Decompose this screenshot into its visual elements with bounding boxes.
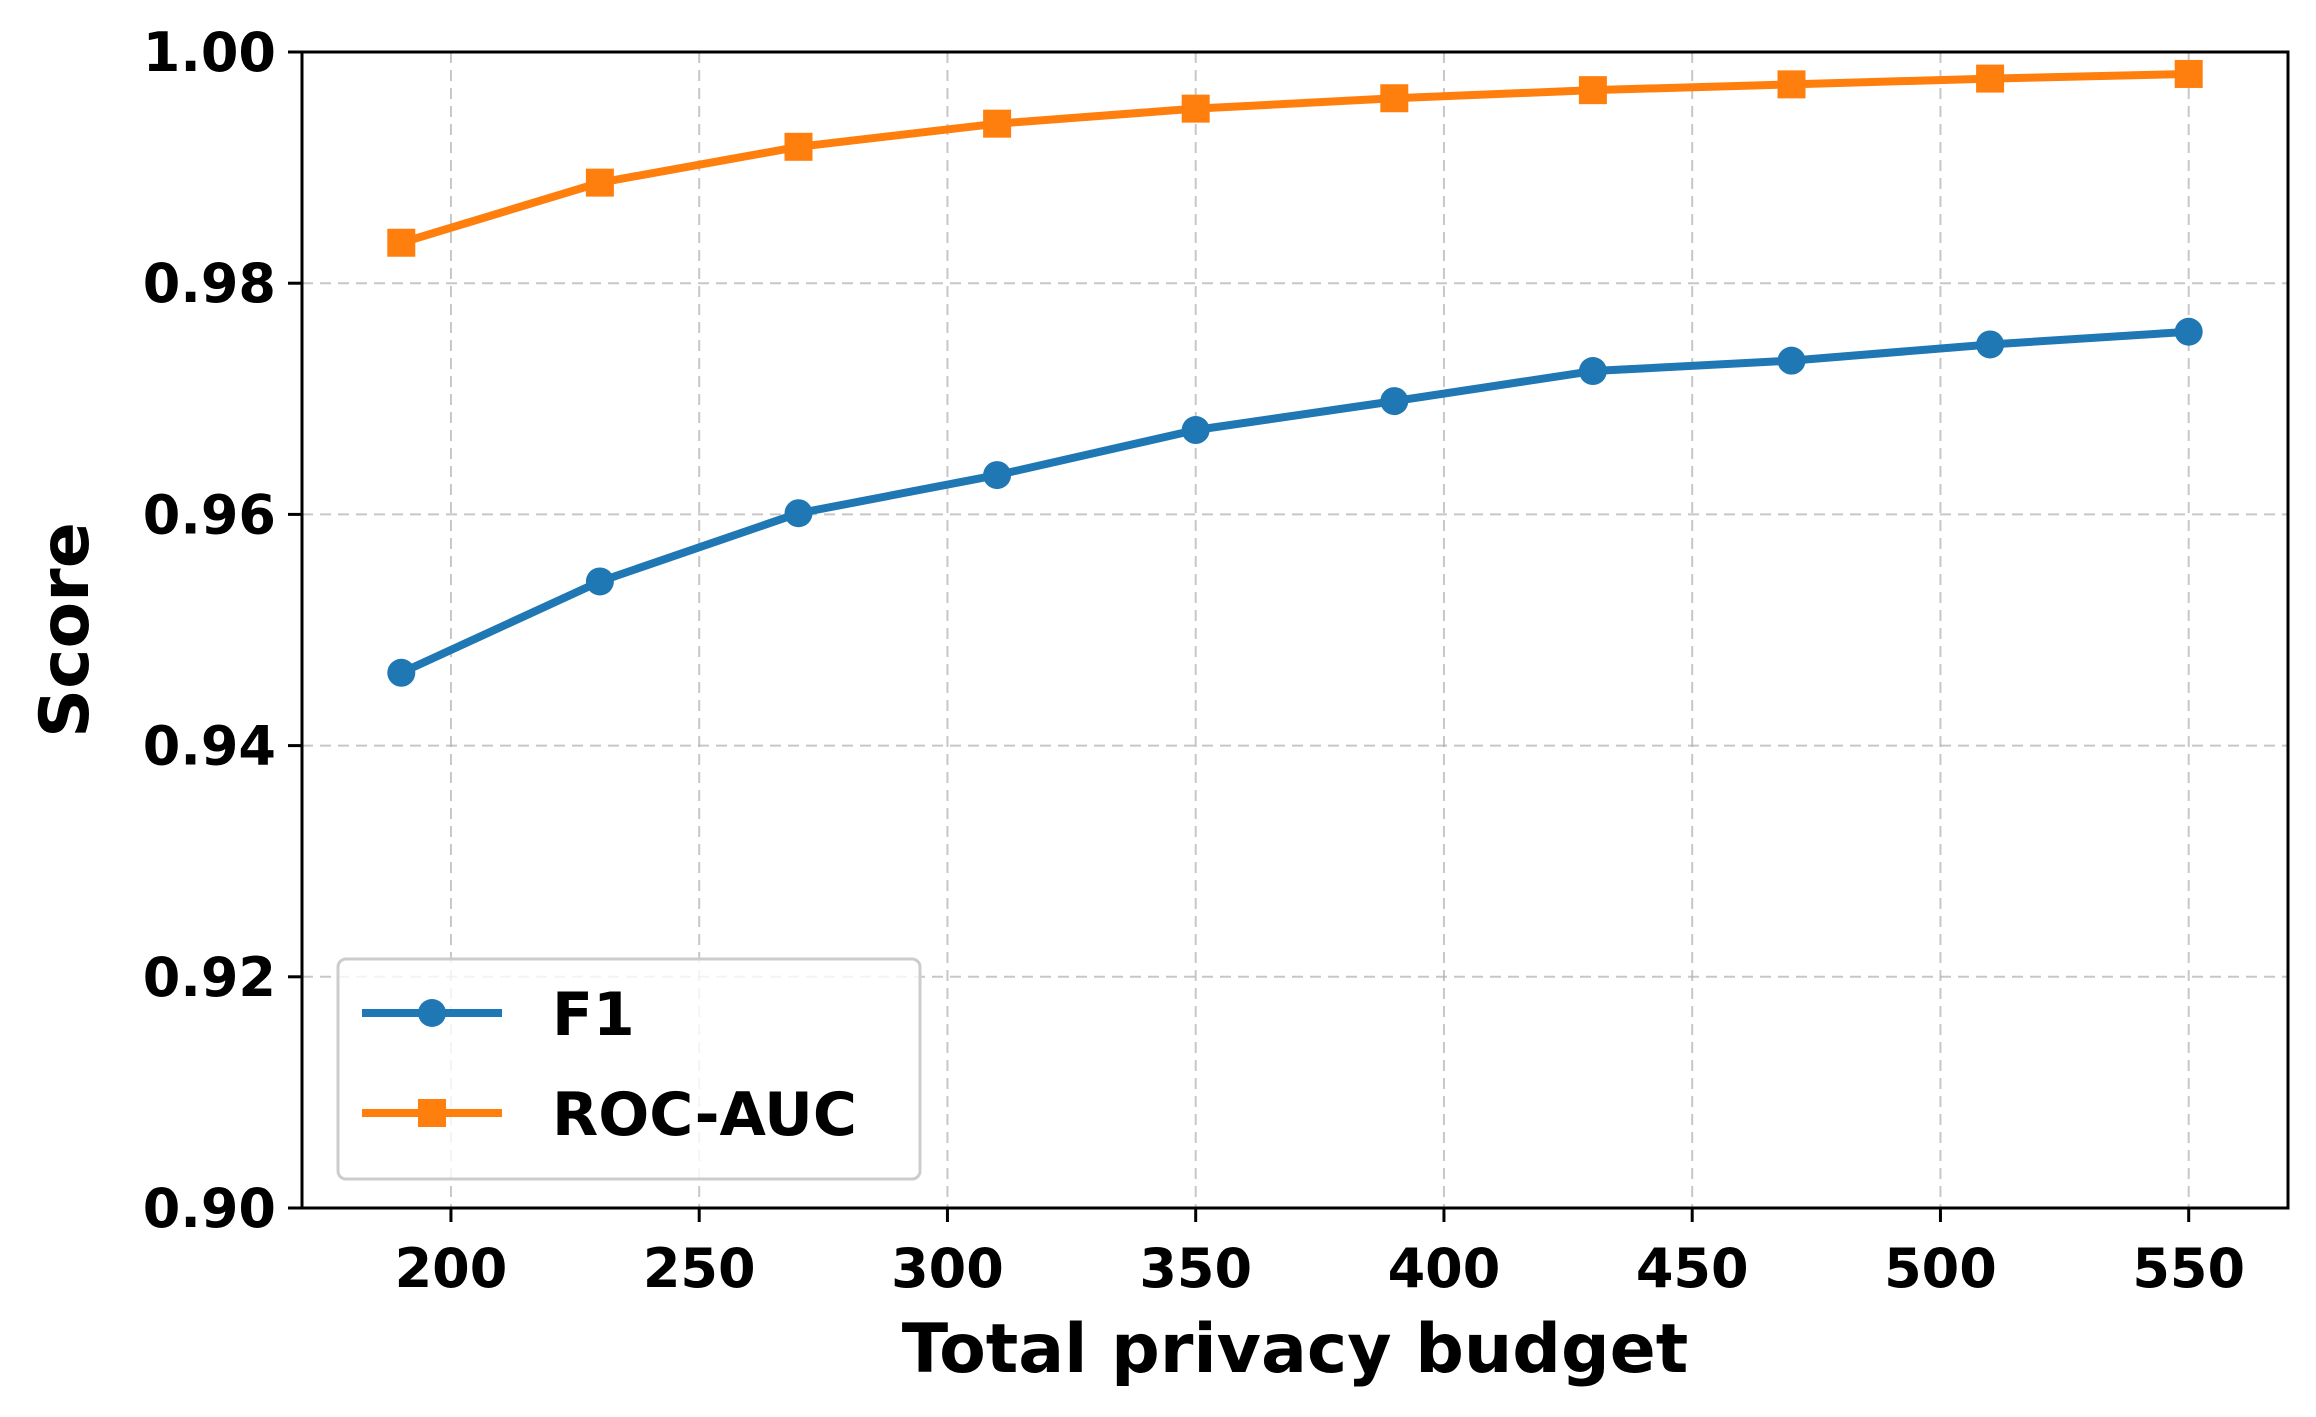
y-tick-label: 0.92: [143, 946, 276, 1009]
y-tick-label: 1.00: [143, 21, 276, 84]
x-tick-label: 500: [1884, 1237, 1997, 1300]
legend-swatch-marker: [418, 999, 446, 1027]
y-tick-label: 0.90: [143, 1177, 276, 1240]
legend-entries: F1 ROC-AUC: [362, 980, 857, 1150]
data-point-f1: [1976, 330, 2005, 359]
data-point-f1: [585, 567, 614, 596]
x-tick-label: 350: [1139, 1237, 1252, 1300]
x-tick-label: 450: [1636, 1237, 1749, 1300]
data-point-roc-auc: [2174, 59, 2203, 88]
series-line-roc-auc: [397, 69, 2193, 247]
data-point-roc-auc: [387, 228, 416, 257]
data-point-f1: [1181, 416, 1210, 445]
y-tick-label: 0.94: [143, 715, 276, 778]
data-point-roc-auc: [1777, 70, 1806, 99]
series-line-f1: [397, 327, 2193, 677]
data-point-roc-auc: [1181, 94, 1210, 123]
data-point-roc-auc: [983, 109, 1012, 138]
series-layer: [387, 59, 2203, 687]
data-point-f1: [784, 499, 813, 528]
legend-entry-roc-auc: ROC-AUC: [362, 1080, 857, 1150]
legend-label: F1: [552, 980, 635, 1050]
y-axis: 0.90 0.92 0.94 0.96 0.98 1.00: [143, 21, 302, 1240]
y-axis-label: Score: [26, 522, 105, 738]
x-tick-label: 400: [1388, 1237, 1501, 1300]
x-tick-label: 200: [395, 1237, 508, 1300]
plot-frame: [300, 50, 2290, 1210]
x-axis-label: Total privacy budget: [902, 1310, 1689, 1389]
x-tick-label: 300: [891, 1237, 1004, 1300]
series-f1: [387, 317, 2203, 687]
data-point-f1: [1777, 346, 1806, 375]
x-tick-label: 250: [643, 1237, 756, 1300]
legend: F1 ROC-AUC: [336, 957, 922, 1181]
x-axis: 200 250 300 350 400 450 500 550: [395, 1208, 2245, 1300]
data-point-f1: [1380, 387, 1409, 416]
data-point-f1: [1578, 357, 1607, 386]
y-tick-label: 0.96: [143, 483, 276, 546]
data-point-f1: [983, 461, 1012, 490]
legend-label: ROC-AUC: [552, 1080, 857, 1150]
data-point-f1: [387, 658, 416, 687]
data-point-roc-auc: [1578, 76, 1607, 105]
data-point-roc-auc: [585, 168, 614, 197]
data-point-roc-auc: [784, 132, 813, 161]
x-tick-label: 550: [2132, 1237, 2245, 1300]
series-roc-auc: [387, 59, 2203, 257]
y-tick-label: 0.98: [143, 252, 276, 315]
data-point-roc-auc: [1380, 84, 1409, 113]
legend-entry-f1: F1: [362, 980, 635, 1050]
data-point-f1: [2174, 317, 2203, 346]
data-point-roc-auc: [1976, 64, 2005, 93]
legend-swatch-marker: [418, 1099, 446, 1127]
